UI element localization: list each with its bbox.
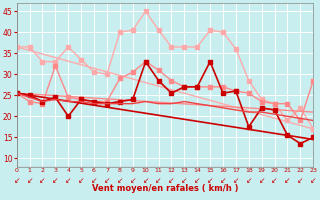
Text: ↙: ↙ xyxy=(130,176,136,185)
Text: ↙: ↙ xyxy=(220,176,226,185)
Text: ↙: ↙ xyxy=(207,176,213,185)
Text: ↙: ↙ xyxy=(39,176,46,185)
X-axis label: Vent moyen/en rafales ( km/h ): Vent moyen/en rafales ( km/h ) xyxy=(92,184,238,193)
Text: ↙: ↙ xyxy=(142,176,149,185)
Text: ↙: ↙ xyxy=(245,176,252,185)
Text: ↙: ↙ xyxy=(91,176,97,185)
Text: ↙: ↙ xyxy=(194,176,200,185)
Text: ↙: ↙ xyxy=(271,176,278,185)
Text: ↙: ↙ xyxy=(310,176,316,185)
Text: ↙: ↙ xyxy=(181,176,188,185)
Text: ↙: ↙ xyxy=(78,176,84,185)
Text: ↙: ↙ xyxy=(284,176,291,185)
Text: ↙: ↙ xyxy=(259,176,265,185)
Text: ↙: ↙ xyxy=(233,176,239,185)
Text: ↙: ↙ xyxy=(52,176,59,185)
Text: ↙: ↙ xyxy=(297,176,303,185)
Text: ↙: ↙ xyxy=(155,176,162,185)
Text: ↙: ↙ xyxy=(117,176,123,185)
Text: ↙: ↙ xyxy=(65,176,71,185)
Text: ↙: ↙ xyxy=(104,176,110,185)
Text: ↙: ↙ xyxy=(168,176,175,185)
Text: ↙: ↙ xyxy=(26,176,33,185)
Text: ↙: ↙ xyxy=(13,176,20,185)
